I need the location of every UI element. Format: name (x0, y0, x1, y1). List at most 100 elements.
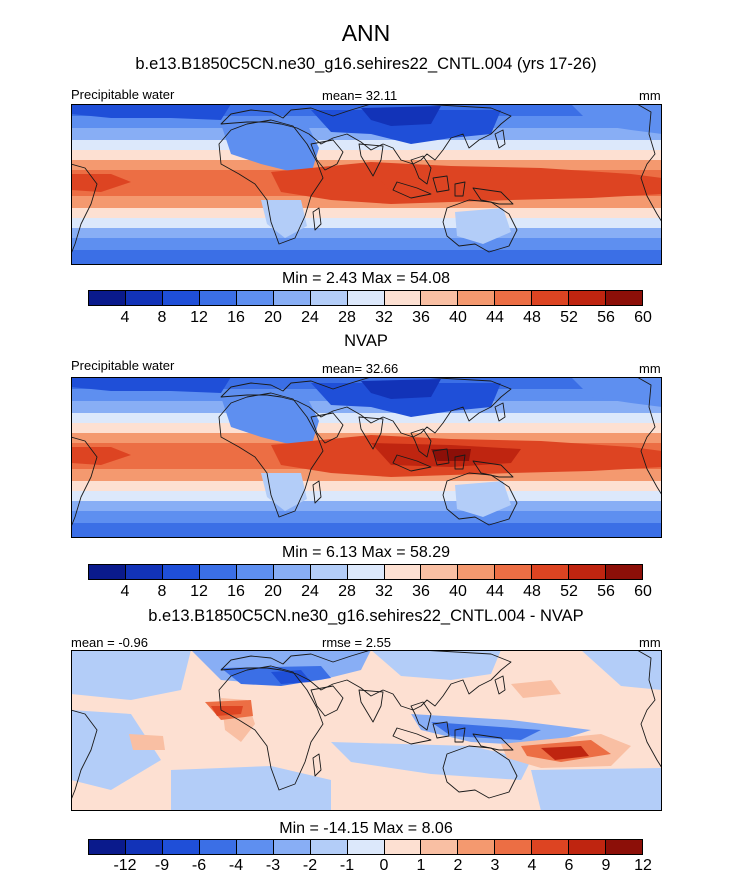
coastline-path (636, 377, 662, 496)
coastline-path (358, 416, 384, 450)
colorbar-swatch (125, 291, 163, 305)
colorbar-tick-label: 16 (227, 309, 245, 326)
colorbar-swatch (310, 565, 348, 579)
coastline-path (310, 685, 344, 717)
colorbar-tick-label: 48 (523, 309, 541, 326)
coastline-path (218, 119, 324, 245)
dry-region (571, 104, 662, 134)
colorbar-tick-label: 12 (634, 857, 652, 874)
dry-region (261, 473, 307, 511)
panel1-subtitle: b.e13.B1850C5CN.ne30_g16.sehires22_CNTL.… (135, 55, 597, 73)
colorbar-tick-label: -1 (339, 857, 355, 874)
panel1-colorbar (88, 290, 643, 306)
field-band (71, 401, 662, 413)
coastline-path (454, 727, 466, 743)
colorbar-swatch (384, 291, 422, 305)
colorbar-swatch (125, 840, 163, 854)
coastline-path (392, 181, 432, 199)
coastline-path (310, 139, 344, 171)
negative-anomaly (531, 768, 662, 811)
panel1-colorbar-ticks: 4 8 12 16 20 24 28 32 36 40 44 48 52 56 60 (88, 309, 652, 327)
coastline-path (220, 377, 512, 438)
field-band (71, 523, 662, 538)
coastline-path (432, 721, 450, 739)
colorbar-tick-label: 6 (564, 857, 574, 874)
coastline-path (636, 104, 662, 223)
negative-anomaly (371, 650, 501, 680)
colorbar-tick-label: 40 (449, 309, 467, 326)
colorbar-tick-label: 4 (120, 583, 130, 600)
field-band (71, 228, 662, 238)
dry-region (221, 124, 319, 174)
field-band (71, 511, 662, 523)
colorbar-tick-label: 12 (190, 583, 208, 600)
colorbar-tick-label: 52 (560, 583, 578, 600)
coastline-path (392, 727, 432, 745)
negative-anomaly (71, 650, 191, 700)
moist-core (201, 447, 267, 463)
colorbar-tick-label: 16 (227, 583, 245, 600)
colorbar-swatch (199, 840, 237, 854)
positive-anomaly (541, 746, 589, 760)
field-band (71, 481, 662, 491)
colorbar-swatch (495, 565, 533, 579)
colorbar-swatch (310, 291, 348, 305)
panel3-colorbar (88, 839, 643, 855)
positive-anomaly (511, 680, 561, 698)
colorbar-swatch (310, 840, 348, 854)
coastline-path (218, 665, 324, 791)
dry-region (361, 379, 441, 399)
colorbar-tick-label: 2 (453, 857, 463, 874)
coastline-path (310, 412, 344, 444)
coastline-path (392, 454, 432, 472)
panel2-map (71, 377, 662, 538)
colorbar-tick-label: 56 (597, 309, 615, 326)
coastline-path (494, 129, 506, 149)
colorbar-swatch (199, 565, 237, 579)
colorbar-tick-label: 56 (597, 583, 615, 600)
panel3-mean-label: mean = -0.96 (71, 635, 148, 650)
map-frame (71, 650, 662, 811)
dry-region (311, 110, 501, 144)
panel3-subtitle: b.e13.B1850C5CN.ne30_g16.sehires22_CNTL.… (148, 607, 584, 625)
dry-region (71, 104, 231, 120)
panel2-variable-label: Precipitable water (71, 358, 175, 373)
coastline-path (442, 199, 518, 253)
colorbar-tick-label: -2 (302, 857, 318, 874)
coastline-path (472, 187, 514, 205)
dry-region (571, 377, 662, 407)
colorbar-swatch (569, 565, 607, 579)
field-band (71, 150, 662, 160)
coastline-path (220, 650, 512, 711)
panel2-colorbar-ticks: 4 8 12 16 20 24 28 32 36 40 44 48 52 56 60 (88, 583, 652, 601)
negative-anomaly (171, 766, 331, 811)
colorbar-tick-label: 44 (486, 309, 504, 326)
coastline-path (472, 460, 514, 478)
colorbar-swatch (421, 291, 459, 305)
colorbar-tick-label: -3 (265, 857, 281, 874)
colorbar-swatch (421, 840, 459, 854)
colorbar-swatch (495, 291, 533, 305)
panel1-minmax: Min = 2.43 Max = 54.08 (281, 270, 451, 287)
colorbar-swatch (532, 565, 570, 579)
negative-anomaly (331, 742, 531, 780)
colorbar-tick-label: 36 (412, 583, 430, 600)
colorbar-swatch (606, 565, 643, 579)
colorbar-swatch (236, 840, 274, 854)
colorbar-swatch (569, 840, 607, 854)
colorbar-swatch (347, 565, 385, 579)
dry-region (361, 106, 441, 126)
panel1-variable-label: Precipitable water (71, 87, 175, 102)
coastline-path (358, 143, 384, 177)
colorbar-tick-label: 3 (490, 857, 500, 874)
colorbar-swatch (162, 565, 200, 579)
moist-core (431, 449, 471, 461)
coastline-path (494, 675, 506, 695)
moist-core (71, 447, 131, 465)
coastline-path (312, 753, 322, 777)
panel3-minmax: Min = -14.15 Max = 8.06 (279, 820, 453, 837)
field-band (71, 250, 662, 265)
colorbar-swatch (162, 291, 200, 305)
colorbar-tick-label: 0 (379, 857, 389, 874)
field-band (71, 218, 662, 228)
